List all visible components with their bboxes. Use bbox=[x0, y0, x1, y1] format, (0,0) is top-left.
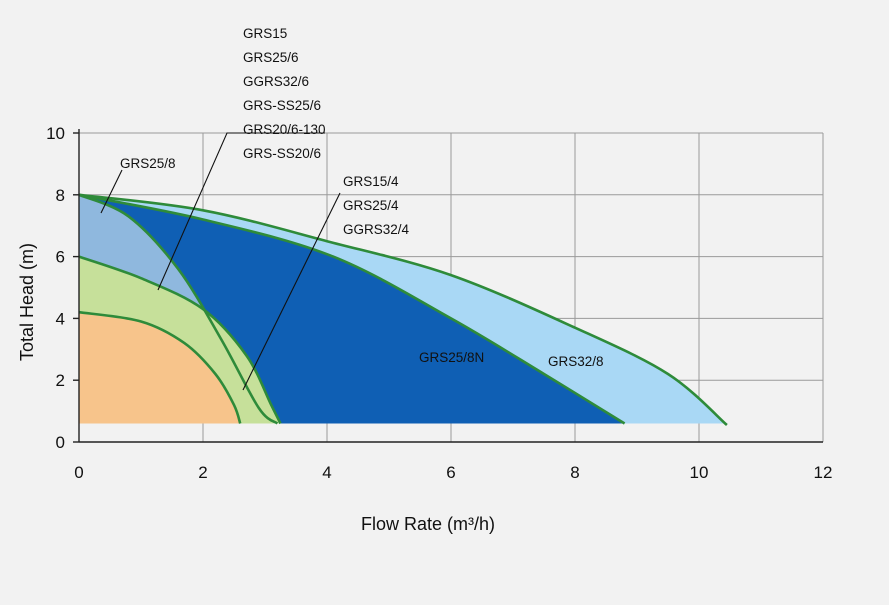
axes bbox=[73, 129, 823, 443]
label-grs-ss20-6: GRS-SS20/6 bbox=[243, 146, 321, 161]
curve-4m-group bbox=[78, 310, 242, 424]
x-tick-label-10: 10 bbox=[690, 463, 709, 482]
x-tick-label-6: 6 bbox=[446, 463, 455, 482]
curve-6m-group bbox=[78, 255, 282, 425]
y-tick-label-2: 2 bbox=[56, 371, 65, 390]
curve-grs32-8 bbox=[78, 193, 728, 426]
curve-grs25-8n bbox=[78, 193, 626, 425]
x-tick-label-8: 8 bbox=[570, 463, 579, 482]
y-axis-title: Total Head (m) bbox=[17, 243, 37, 361]
y-tick-label-6: 6 bbox=[56, 248, 65, 267]
label-grs32-8: GRS32/8 bbox=[548, 354, 604, 369]
leader-4m-group bbox=[242, 192, 341, 391]
label-ggrs32-4: GGRS32/4 bbox=[343, 222, 410, 237]
leader-6m-group bbox=[157, 132, 325, 291]
label-grs-ss25-6: GRS-SS25/6 bbox=[243, 98, 321, 113]
x-axis-title: Flow Rate (m³/h) bbox=[361, 514, 495, 534]
leader-grs25-8 bbox=[100, 169, 123, 214]
label-ggrs32-6: GGRS32/6 bbox=[243, 74, 309, 89]
tick-labels: 0 2 4 6 8 10 12 0 2 4 6 8 10 bbox=[46, 124, 832, 482]
y-tick-label-8: 8 bbox=[56, 186, 65, 205]
x-tick-label-12: 12 bbox=[814, 463, 833, 482]
label-grs15: GRS15 bbox=[243, 26, 287, 41]
x-tick-label-4: 4 bbox=[322, 463, 331, 482]
y-tick-label-0: 0 bbox=[56, 433, 65, 452]
x-tick-label-2: 2 bbox=[198, 463, 207, 482]
label-grs15-4: GRS15/4 bbox=[343, 174, 399, 189]
y-tick-label-10: 10 bbox=[46, 124, 65, 143]
x-tick-label-0: 0 bbox=[74, 463, 83, 482]
label-grs25-8n: GRS25/8N bbox=[419, 350, 484, 365]
label-grs25-8: GRS25/8 bbox=[120, 156, 176, 171]
label-grs25-4: GRS25/4 bbox=[343, 198, 399, 213]
region-4m-group bbox=[79, 312, 241, 424]
label-grs25-6: GRS25/6 bbox=[243, 50, 299, 65]
curve-grs25-8 bbox=[78, 193, 279, 425]
y-tick-label-4: 4 bbox=[56, 309, 65, 328]
label-grs20-6-130: GRS20/6-130 bbox=[243, 122, 326, 137]
